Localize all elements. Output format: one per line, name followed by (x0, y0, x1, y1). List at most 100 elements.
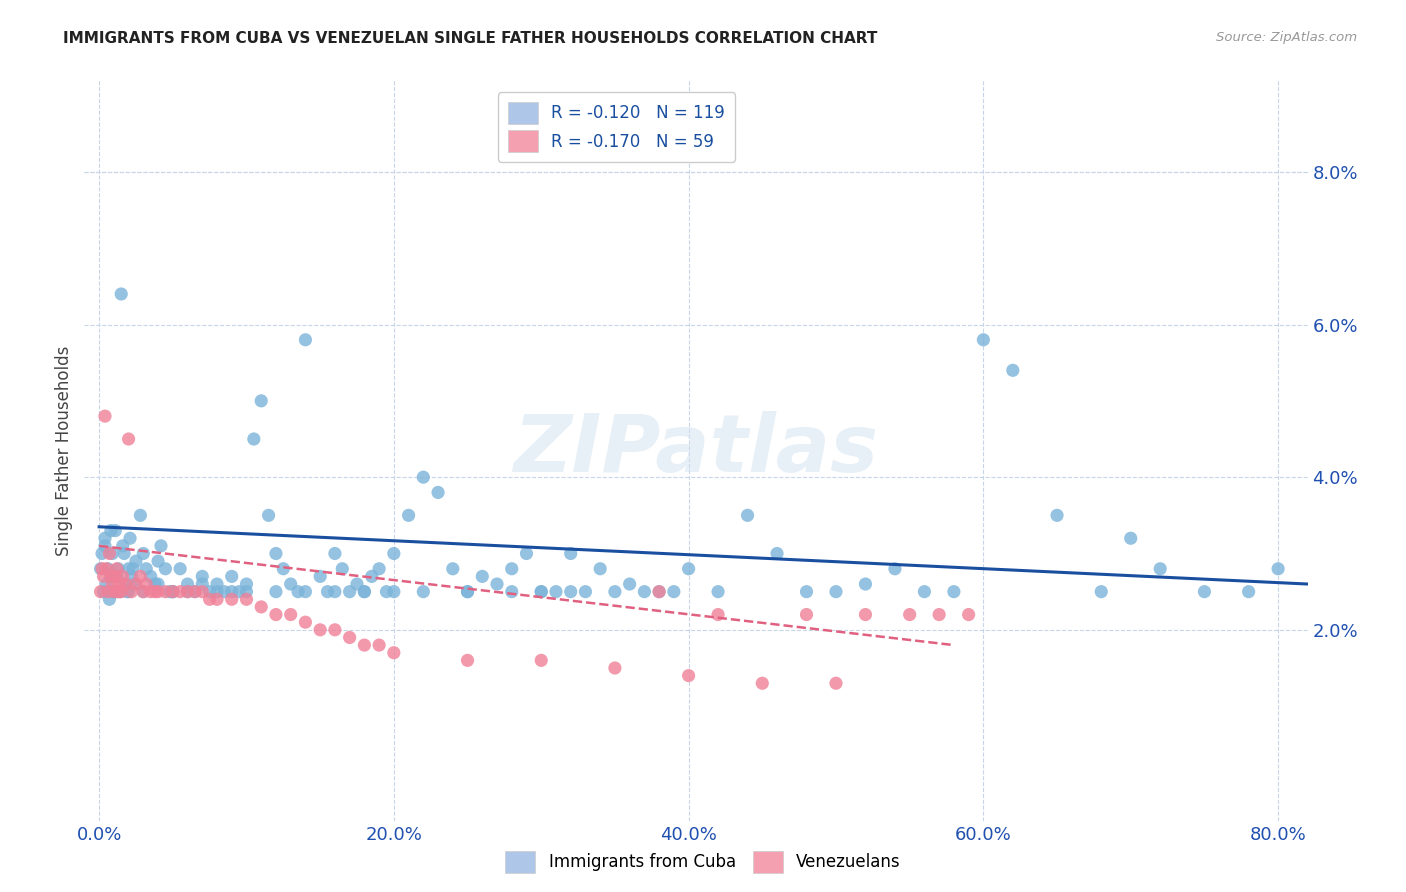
Point (339, 631, 361, 645)
Point (457, 584, 479, 599)
Point (544, 584, 567, 599)
Point (353, 584, 375, 599)
Point (280, 607, 302, 622)
Point (169, 562, 191, 576)
Point (90, 584, 112, 599)
Point (117, 562, 139, 576)
Point (603, 661, 626, 675)
Point (94, 409, 117, 423)
Point (346, 577, 368, 591)
Point (122, 562, 145, 576)
Point (146, 554, 169, 568)
Point (898, 607, 921, 622)
Point (707, 584, 730, 599)
Point (707, 607, 730, 622)
Point (316, 584, 339, 599)
Point (191, 584, 214, 599)
Point (294, 615, 316, 630)
Point (972, 333, 994, 347)
Point (103, 584, 125, 599)
Point (825, 676, 848, 690)
Point (98, 547, 121, 561)
Point (107, 584, 129, 599)
Point (101, 577, 124, 591)
Point (90, 562, 112, 576)
Text: Source: ZipAtlas.com: Source: ZipAtlas.com (1216, 31, 1357, 45)
Point (368, 562, 391, 576)
Point (574, 584, 596, 599)
Point (235, 592, 257, 607)
Point (855, 607, 877, 622)
Point (176, 577, 198, 591)
Text: ZIPatlas: ZIPatlas (513, 411, 879, 490)
Point (221, 569, 243, 583)
Point (382, 646, 405, 660)
Point (1237, 584, 1260, 599)
Point (235, 577, 257, 591)
Point (648, 584, 671, 599)
Point (942, 584, 965, 599)
Point (184, 584, 207, 599)
Point (117, 432, 139, 446)
Point (191, 577, 214, 591)
Point (796, 584, 818, 599)
Point (619, 577, 641, 591)
Point (96, 577, 118, 591)
Point (146, 584, 169, 599)
Point (101, 547, 124, 561)
Point (103, 584, 125, 599)
Point (150, 539, 173, 553)
Point (105, 562, 128, 576)
Point (1194, 584, 1216, 599)
Point (104, 569, 127, 583)
Point (280, 577, 302, 591)
Point (330, 562, 353, 576)
Point (412, 584, 434, 599)
Point (485, 577, 508, 591)
Point (501, 562, 523, 576)
Point (560, 584, 582, 599)
Point (737, 508, 759, 523)
Point (928, 607, 950, 622)
Point (132, 584, 155, 599)
Point (155, 562, 177, 576)
Point (94, 531, 117, 545)
Point (825, 584, 848, 599)
Point (162, 584, 184, 599)
Point (98, 592, 121, 607)
Point (309, 569, 332, 583)
Point (382, 547, 405, 561)
Point (375, 584, 398, 599)
Point (235, 584, 257, 599)
Point (309, 623, 332, 637)
Point (118, 531, 141, 545)
Point (191, 569, 214, 583)
Point (162, 584, 184, 599)
Point (273, 562, 295, 576)
Point (796, 607, 818, 622)
Point (100, 569, 122, 583)
Point (353, 584, 375, 599)
Point (176, 584, 198, 599)
Point (427, 485, 450, 500)
Point (751, 676, 773, 690)
Point (884, 562, 907, 576)
Point (264, 584, 287, 599)
Point (159, 584, 181, 599)
Point (243, 432, 266, 446)
Point (766, 547, 789, 561)
Point (412, 470, 434, 484)
Point (100, 569, 122, 583)
Point (678, 668, 700, 682)
Point (198, 584, 221, 599)
Point (1090, 584, 1112, 599)
Point (93, 569, 115, 583)
Point (221, 592, 243, 607)
Point (205, 577, 228, 591)
Point (139, 584, 162, 599)
Point (184, 584, 207, 599)
Point (515, 547, 537, 561)
Point (441, 562, 464, 576)
Point (648, 584, 671, 599)
Point (912, 584, 935, 599)
